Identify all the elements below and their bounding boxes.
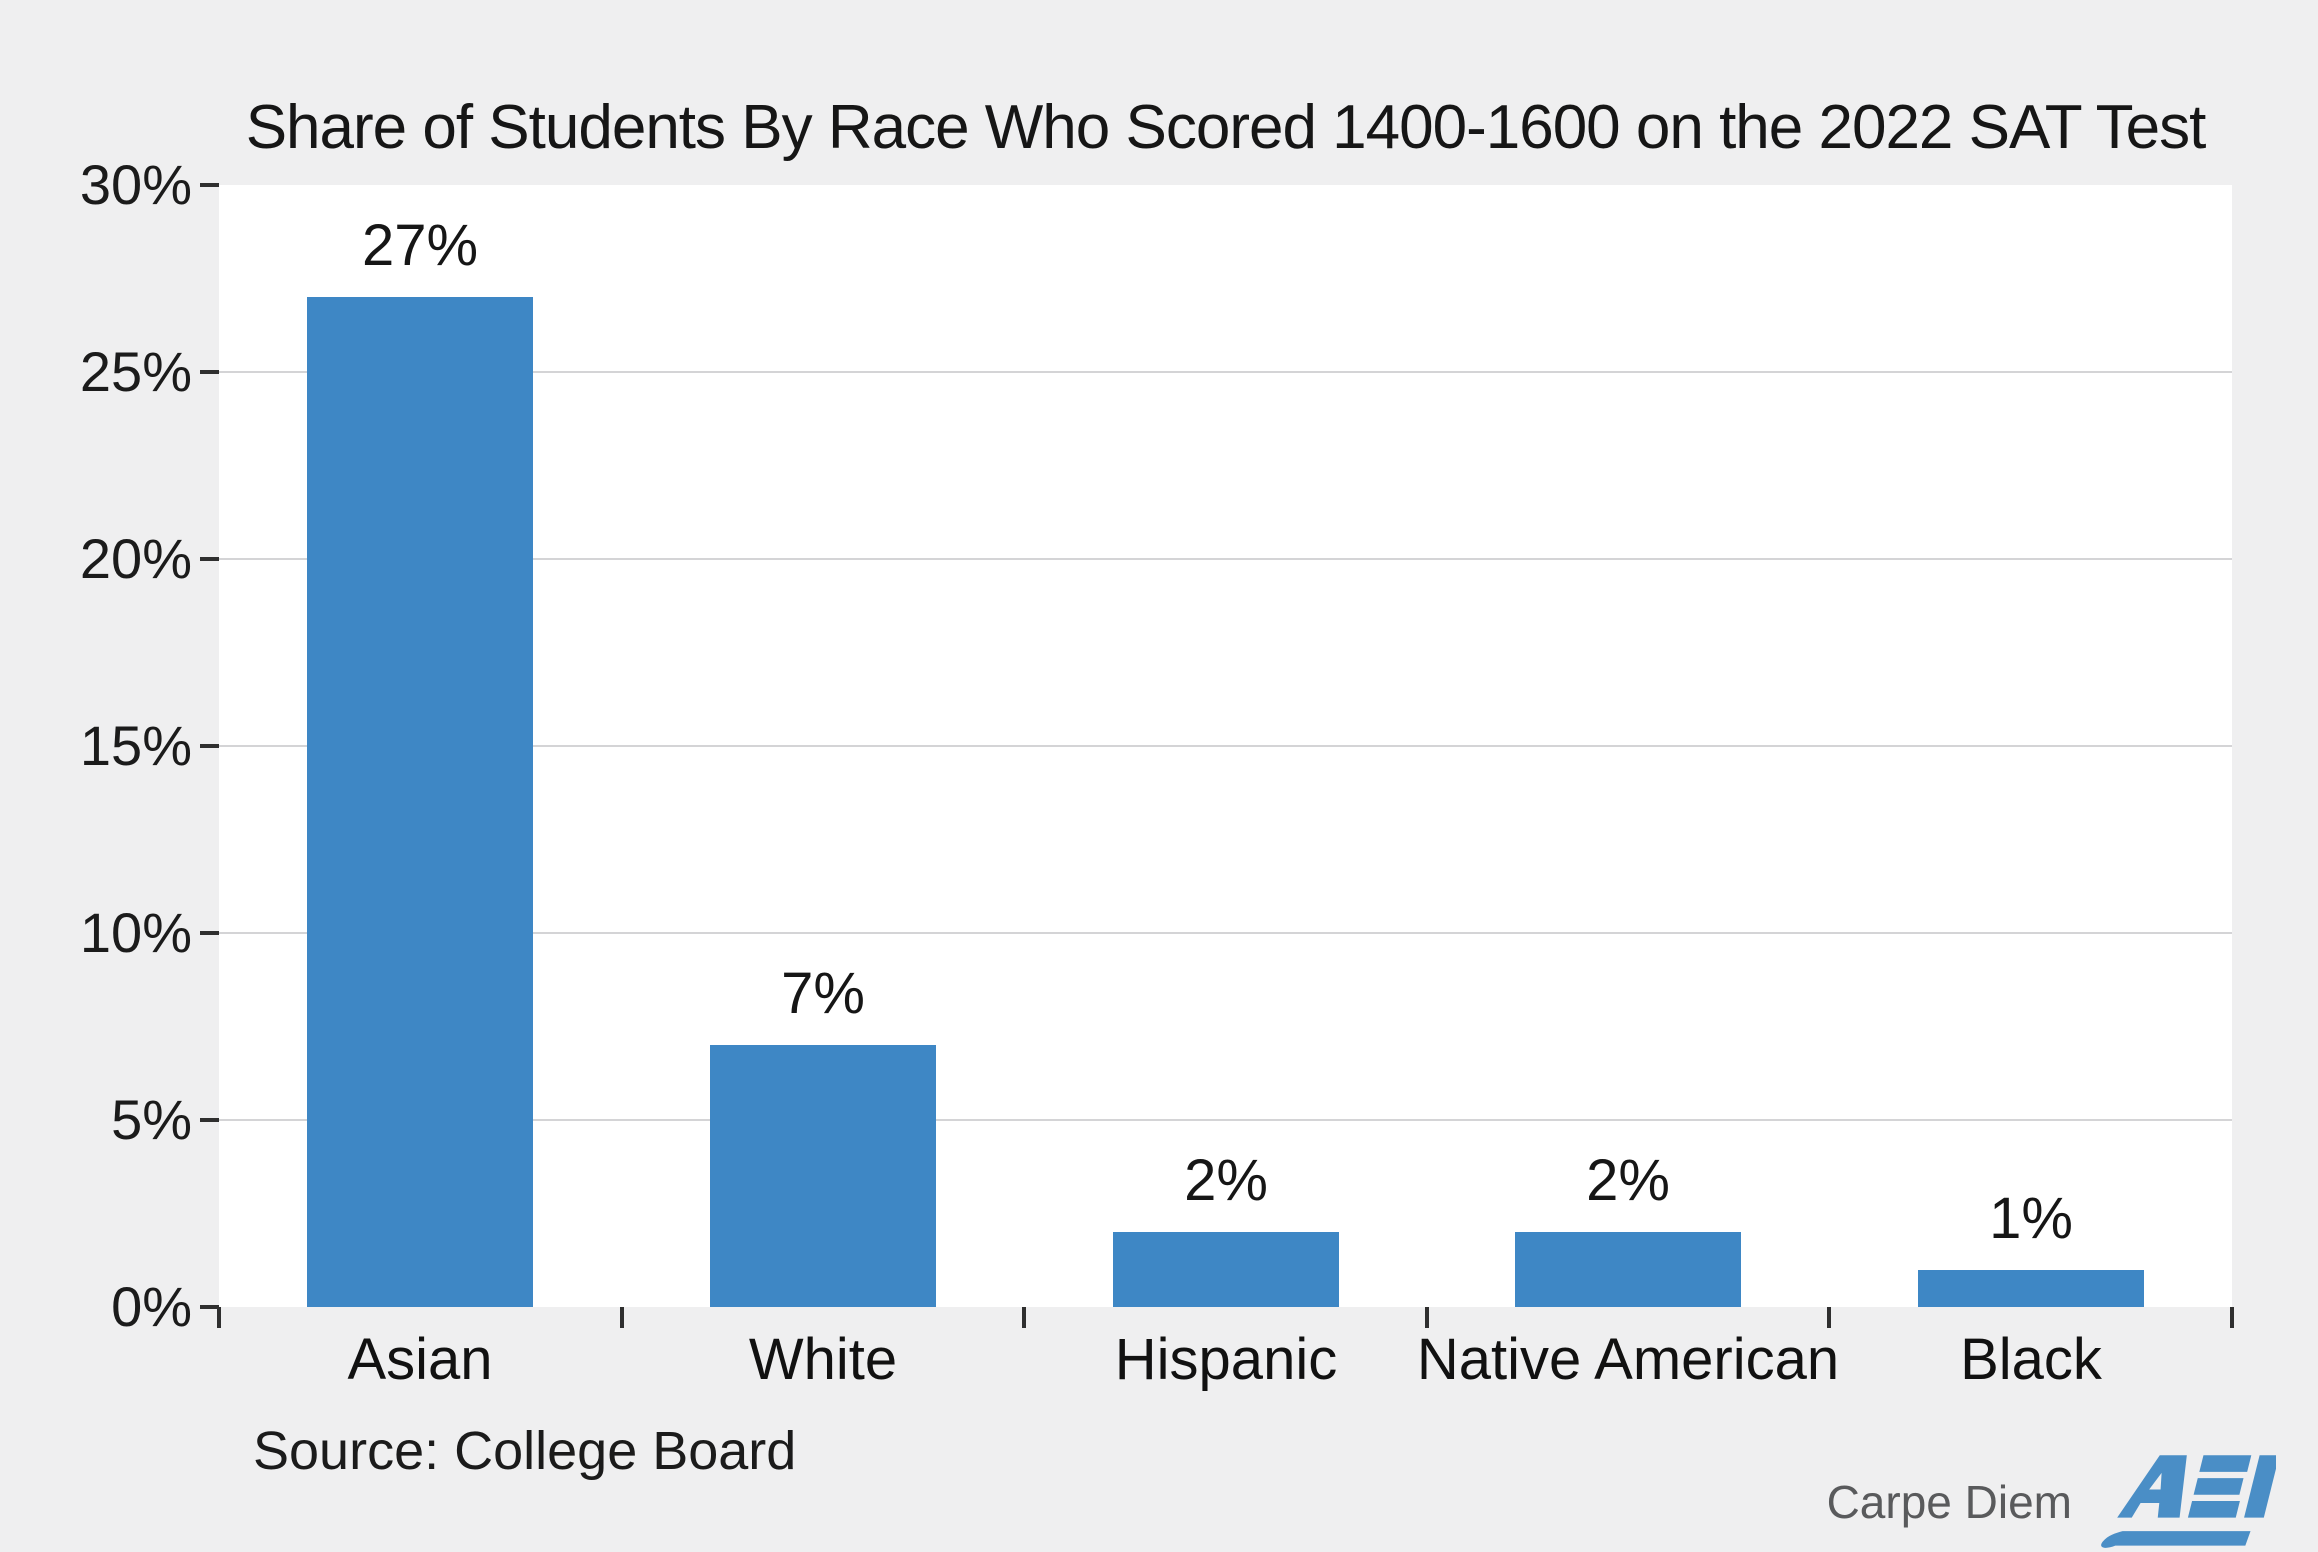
- y-axis-tick: [200, 557, 219, 561]
- x-axis-tick: [1827, 1307, 1831, 1328]
- aei-letter-e-bar: [2187, 1500, 2240, 1518]
- gridline: [219, 558, 2232, 560]
- aei-letter-a: [2117, 1455, 2187, 1518]
- x-category-label: Native American: [1416, 1327, 1840, 1392]
- bar-value-label: 2%: [1586, 1148, 1670, 1213]
- carpe-diem-label: Carpe Diem: [1826, 1476, 2072, 1528]
- chart-title: Share of Students By Race Who Scored 140…: [245, 93, 2207, 162]
- bar-white: [710, 1045, 936, 1307]
- x-category-label: White: [748, 1327, 898, 1392]
- aei-swoosh: [2101, 1531, 2251, 1548]
- y-axis-tick-label: 20%: [79, 527, 192, 590]
- y-axis-tick-label: 15%: [79, 714, 192, 777]
- x-axis-tick: [2230, 1307, 2234, 1328]
- x-axis-tick: [1022, 1307, 1026, 1328]
- bar-value-label: 2%: [1184, 1148, 1268, 1213]
- x-axis-tick: [217, 1307, 221, 1328]
- x-category-label: Asian: [347, 1327, 493, 1392]
- y-axis-tick-label: 25%: [79, 340, 192, 403]
- bar-asian: [307, 297, 533, 1307]
- gridline: [219, 1119, 2232, 1121]
- gridline: [219, 932, 2232, 934]
- x-category-label: Black: [1960, 1327, 2102, 1392]
- aei-letter-e-bar: [2199, 1455, 2252, 1472]
- aei-logo-icon: [2101, 1455, 2276, 1548]
- x-axis-tick: [620, 1307, 624, 1328]
- y-axis-tick: [200, 1118, 219, 1122]
- aei-letter-e-bar: [2193, 1478, 2244, 1495]
- bar-hispanic: [1113, 1232, 1339, 1307]
- y-axis-tick-label: 10%: [79, 901, 192, 964]
- y-axis-tick: [200, 370, 219, 374]
- plot-area: [219, 185, 2232, 1307]
- aei-letter-i: [2244, 1455, 2276, 1518]
- x-axis-tick: [1425, 1307, 1429, 1328]
- y-axis-tick: [200, 1305, 219, 1309]
- bar-native-american: [1515, 1232, 1741, 1307]
- y-axis-tick-label: 5%: [111, 1088, 192, 1151]
- gridline: [219, 371, 2232, 373]
- bar-value-label: 27%: [361, 213, 479, 278]
- x-category-label: Hispanic: [1114, 1327, 1338, 1392]
- footer-brand: Carpe Diem: [1827, 1450, 2276, 1552]
- y-axis-tick: [200, 931, 219, 935]
- bar-black: [1918, 1270, 2144, 1307]
- source-note: Source: College Board: [253, 1421, 797, 1481]
- y-axis-tick-label: 30%: [79, 153, 192, 216]
- bar-value-label: 1%: [1989, 1186, 2073, 1251]
- gridline: [219, 745, 2232, 747]
- bar-value-label: 7%: [781, 961, 865, 1026]
- y-axis-tick: [200, 744, 219, 748]
- y-axis-tick-label: 0%: [111, 1275, 192, 1338]
- y-axis-tick: [200, 183, 219, 187]
